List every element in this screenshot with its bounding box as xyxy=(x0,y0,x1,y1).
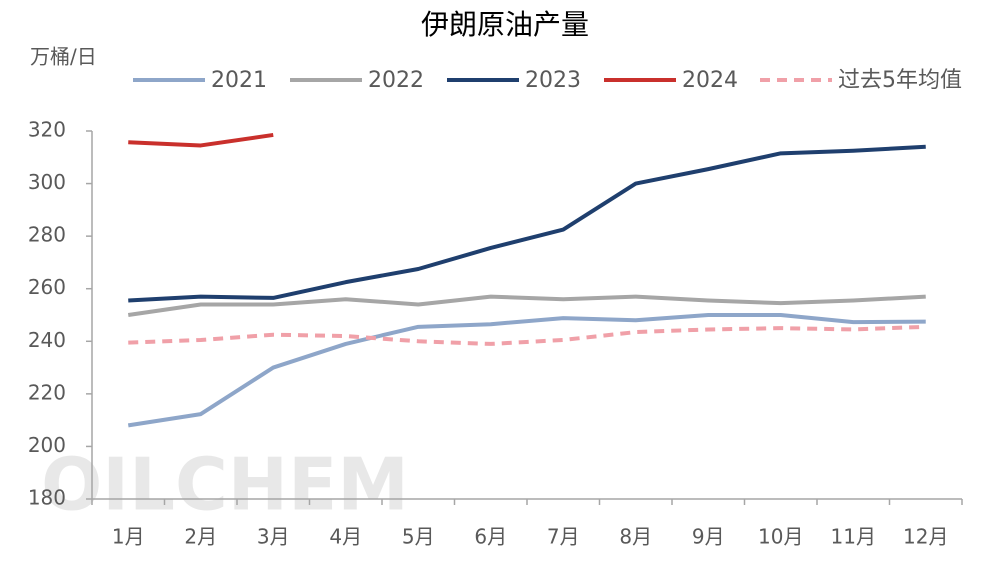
y-tick-label: 180 xyxy=(28,486,66,510)
x-tick-label: 6月 xyxy=(474,525,507,549)
y-tick-label: 300 xyxy=(28,170,66,194)
x-tick-label: 9月 xyxy=(692,525,725,549)
watermark: OILCHEM xyxy=(41,443,409,527)
x-tick-label: 12月 xyxy=(903,525,948,549)
x-tick-label: 2月 xyxy=(184,525,217,549)
x-tick-label: 5月 xyxy=(402,525,435,549)
legend-label: 2022 xyxy=(368,68,424,93)
legend-label: 2024 xyxy=(682,68,738,93)
legend-label: 过去5年均值 xyxy=(838,68,962,93)
x-tick-label: 8月 xyxy=(619,525,652,549)
chart-title: 伊朗原油产量 xyxy=(421,8,589,41)
y-tick-label: 220 xyxy=(28,380,66,404)
legend-label: 2023 xyxy=(525,68,581,93)
y-tick-label: 320 xyxy=(28,118,66,142)
x-tick-label: 1月 xyxy=(112,525,145,549)
series-line xyxy=(127,294,926,317)
series-line xyxy=(127,313,926,428)
x-tick-label: 11月 xyxy=(831,525,876,549)
y-tick-label: 200 xyxy=(28,433,66,457)
series-line xyxy=(128,324,926,346)
series-line xyxy=(128,144,926,303)
legend-label: 2021 xyxy=(211,68,267,93)
x-tick-label: 3月 xyxy=(257,525,290,549)
y-tick-label: 260 xyxy=(28,275,66,299)
y-tick-label: 240 xyxy=(28,328,66,352)
y-axis-label: 万桶/日 xyxy=(30,45,97,69)
x-tick-label: 4月 xyxy=(329,525,362,549)
series-line xyxy=(128,132,274,148)
x-tick-label: 7月 xyxy=(547,525,580,549)
y-tick-label: 280 xyxy=(28,223,66,247)
x-tick-label: 10月 xyxy=(758,525,803,549)
